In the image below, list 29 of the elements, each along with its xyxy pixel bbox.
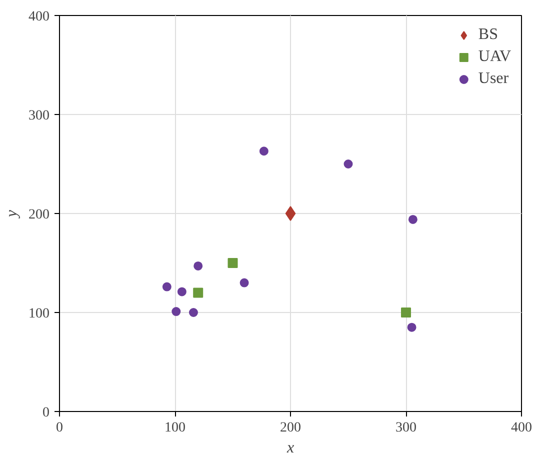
y-tick-label: 100 <box>28 306 50 322</box>
point <box>401 308 411 318</box>
y-tick-label: 300 <box>28 108 50 124</box>
x-tick-label: 300 <box>396 420 416 436</box>
y-tick-label: 400 <box>28 10 50 24</box>
legend-label: User <box>478 70 509 88</box>
x-tick-label: 100 <box>164 420 186 436</box>
point <box>285 206 296 221</box>
x-axis-title: x <box>286 440 294 456</box>
legend-label: UAV <box>478 48 511 66</box>
y-axis-title: y <box>4 209 20 220</box>
legend-label: BS <box>478 26 498 44</box>
y-tick-label: 0 <box>42 406 50 420</box>
point <box>344 160 353 168</box>
point <box>177 287 186 296</box>
point <box>162 282 172 292</box>
point <box>407 322 416 332</box>
point <box>172 307 181 316</box>
point <box>194 261 203 270</box>
x-tick-label: 200 <box>280 420 301 436</box>
point <box>188 308 198 317</box>
point <box>259 146 268 156</box>
point <box>193 288 204 298</box>
point <box>408 214 418 224</box>
x-tick-label: 400 <box>511 420 532 436</box>
x-tick-label: 0 <box>56 420 63 436</box>
y-tick-label: 200 <box>28 208 50 222</box>
point <box>228 258 238 268</box>
point <box>240 278 249 288</box>
